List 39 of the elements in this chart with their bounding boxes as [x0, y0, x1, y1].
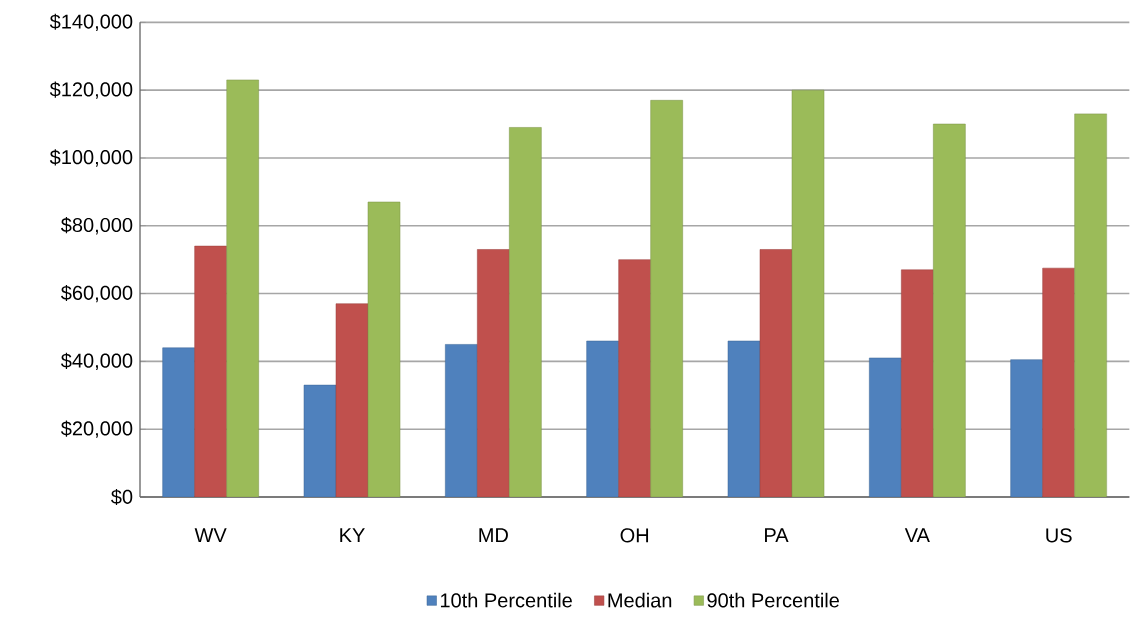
y-tick-label: $0 — [111, 488, 133, 506]
bar — [303, 384, 337, 497]
x-tick-label: US — [1046, 528, 1072, 543]
y-tick-label: $40,000 — [60, 352, 133, 371]
y-tick-label: $140,000 — [49, 13, 133, 32]
bar — [1042, 267, 1075, 497]
bar — [1074, 113, 1107, 497]
legend-label: Median — [608, 592, 672, 608]
bar — [162, 347, 195, 497]
bar — [335, 303, 369, 497]
x-tick-label: KY — [340, 528, 365, 543]
bar — [933, 123, 966, 497]
legend-label: 90th Percentile — [707, 592, 839, 608]
x-tick-label: VA — [904, 528, 930, 543]
legend-label: 10th Percentile — [440, 592, 572, 608]
bar — [367, 201, 401, 497]
y-tick-label: $20,000 — [60, 420, 133, 438]
bar — [727, 340, 761, 497]
bar — [650, 100, 683, 497]
x-tick-label: OH — [620, 528, 649, 543]
bar — [586, 340, 619, 497]
bar — [445, 344, 478, 497]
bar — [509, 127, 542, 497]
bar — [901, 269, 934, 497]
bar — [869, 357, 902, 497]
y-tick-label: $100,000 — [49, 149, 133, 167]
bar — [477, 249, 510, 497]
bar — [759, 249, 793, 497]
y-tick-label: $120,000 — [49, 81, 133, 99]
x-tick-label: MD — [479, 528, 508, 543]
x-tick-label: PA — [765, 528, 789, 543]
x-tick-label: WV — [194, 528, 227, 543]
y-tick-label: $80,000 — [60, 217, 133, 235]
bar — [1010, 359, 1043, 497]
y-tick-label: $60,000 — [60, 284, 133, 303]
bar — [618, 259, 651, 497]
bar — [194, 245, 227, 497]
bar — [791, 89, 825, 497]
bar — [226, 79, 259, 497]
